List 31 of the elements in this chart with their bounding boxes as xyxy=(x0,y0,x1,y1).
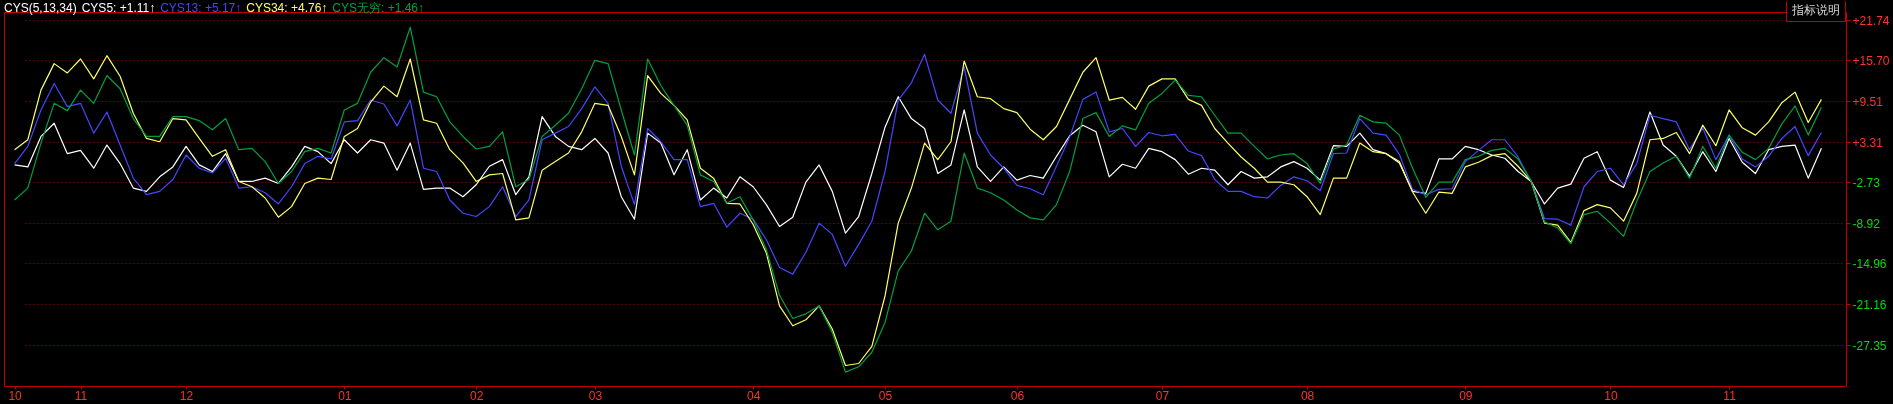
y-tick-label: +9.51 xyxy=(1852,94,1884,109)
line-series xyxy=(13,53,1823,275)
x-tick-label: 06 xyxy=(1010,388,1025,403)
x-tick-label: 11 xyxy=(1723,388,1737,403)
x-tick-label: 11 xyxy=(74,388,88,403)
x-tick-label: 10 xyxy=(8,388,23,403)
y-tick-label: +3.31 xyxy=(1852,135,1884,150)
y-tick-label: -2.73 xyxy=(1852,175,1881,190)
y-tick-label: -21.16 xyxy=(1852,297,1887,312)
y-tick-label: -8.92 xyxy=(1852,216,1881,231)
chart-title: CYS(5,13,34) xyxy=(4,1,77,15)
x-tick-label: 05 xyxy=(878,388,893,403)
x-tick-label: 04 xyxy=(746,388,761,403)
x-tick-label: 01 xyxy=(338,388,352,403)
x-tick-label: 12 xyxy=(179,388,194,403)
y-tick-label: +21.74 xyxy=(1852,13,1890,28)
text: CYS34: +4.76↑ xyxy=(246,1,328,15)
y-tick-label: -14.96 xyxy=(1852,256,1887,271)
series-label: CYS无穷: +1.46↑ xyxy=(332,1,425,15)
x-tick-label: 07 xyxy=(1155,388,1170,403)
text: CYS13: +5.17↑ xyxy=(160,1,242,15)
y-tick-label: -27.35 xyxy=(1852,338,1887,353)
line-series xyxy=(13,96,1823,234)
x-tick-label: 09 xyxy=(1459,388,1473,403)
x-tick-label: 08 xyxy=(1300,388,1315,403)
x-tick-label: 03 xyxy=(588,388,603,403)
annotation: 指标说明 xyxy=(1786,1,1846,22)
text: CYS5: +1.11↑ xyxy=(81,1,156,15)
x-tick-label: 02 xyxy=(470,388,484,403)
y-tick-label: +15.70 xyxy=(1852,53,1890,68)
x-tick-label: 10 xyxy=(1604,388,1618,403)
